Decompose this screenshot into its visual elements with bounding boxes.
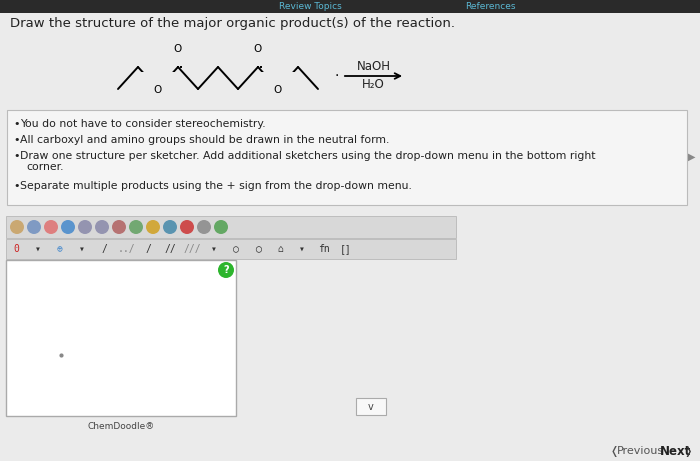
Text: ChemDoodle®: ChemDoodle® <box>88 421 155 431</box>
Text: ⌂: ⌂ <box>277 244 283 254</box>
Text: Separate multiple products using the + sign from the drop-down menu.: Separate multiple products using the + s… <box>20 181 412 191</box>
FancyBboxPatch shape <box>356 398 386 415</box>
Text: v: v <box>368 402 374 412</box>
FancyBboxPatch shape <box>6 260 236 416</box>
Circle shape <box>95 220 109 234</box>
Circle shape <box>129 220 143 234</box>
Text: Draw one structure per sketcher. Add additional sketchers using the drop-down me: Draw one structure per sketcher. Add add… <box>20 151 596 161</box>
Circle shape <box>163 220 177 234</box>
Text: corner.: corner. <box>26 162 64 172</box>
Text: Review Topics: Review Topics <box>279 2 342 11</box>
Text: ◯: ◯ <box>255 244 261 254</box>
Text: ▾: ▾ <box>299 244 305 254</box>
Circle shape <box>10 220 24 234</box>
Text: References: References <box>465 2 515 11</box>
Circle shape <box>146 220 160 234</box>
Text: •: • <box>13 181 20 191</box>
Circle shape <box>61 220 75 234</box>
Text: NaOH: NaOH <box>356 59 391 72</box>
Text: ▶: ▶ <box>688 152 696 162</box>
Text: O: O <box>274 85 282 95</box>
Text: ❭: ❭ <box>683 445 692 456</box>
Text: ?: ? <box>223 265 229 275</box>
Circle shape <box>197 220 211 234</box>
Circle shape <box>44 220 58 234</box>
Text: H₂O: H₂O <box>362 78 385 91</box>
Text: O: O <box>174 44 182 54</box>
Text: You do not have to consider stereochemistry.: You do not have to consider stereochemis… <box>20 119 265 129</box>
Text: Draw the structure of the major organic product(s) of the reaction.: Draw the structure of the major organic … <box>10 18 455 30</box>
Text: ../: ../ <box>117 244 135 254</box>
Circle shape <box>218 262 234 278</box>
Text: ▾: ▾ <box>79 244 85 254</box>
FancyBboxPatch shape <box>0 0 700 13</box>
FancyBboxPatch shape <box>6 216 456 238</box>
Text: O: O <box>254 44 262 54</box>
Text: ▾: ▾ <box>211 244 217 254</box>
Circle shape <box>214 220 228 234</box>
Text: ·: · <box>335 69 339 83</box>
Text: []: [] <box>340 244 352 254</box>
Text: ⊕: ⊕ <box>57 244 63 254</box>
Text: ○: ○ <box>233 244 239 254</box>
Text: ▾: ▾ <box>35 244 41 254</box>
Text: Previous: Previous <box>617 446 664 456</box>
FancyBboxPatch shape <box>6 239 456 259</box>
Text: Next: Next <box>660 444 692 457</box>
Text: /: / <box>101 244 107 254</box>
Text: ❬: ❬ <box>610 445 620 456</box>
Circle shape <box>180 220 194 234</box>
Text: O: O <box>154 85 162 95</box>
Text: //: // <box>164 244 176 254</box>
Text: fn: fn <box>318 244 330 254</box>
Text: 0: 0 <box>13 244 19 254</box>
Circle shape <box>78 220 92 234</box>
FancyBboxPatch shape <box>7 110 687 205</box>
Text: •: • <box>13 151 20 161</box>
Text: All carboxyl and amino groups should be drawn in the neutral form.: All carboxyl and amino groups should be … <box>20 135 389 145</box>
Text: •: • <box>13 119 20 129</box>
Text: /: / <box>145 244 151 254</box>
Circle shape <box>27 220 41 234</box>
Text: ///: /// <box>183 244 201 254</box>
Circle shape <box>112 220 126 234</box>
Text: •: • <box>13 135 20 145</box>
